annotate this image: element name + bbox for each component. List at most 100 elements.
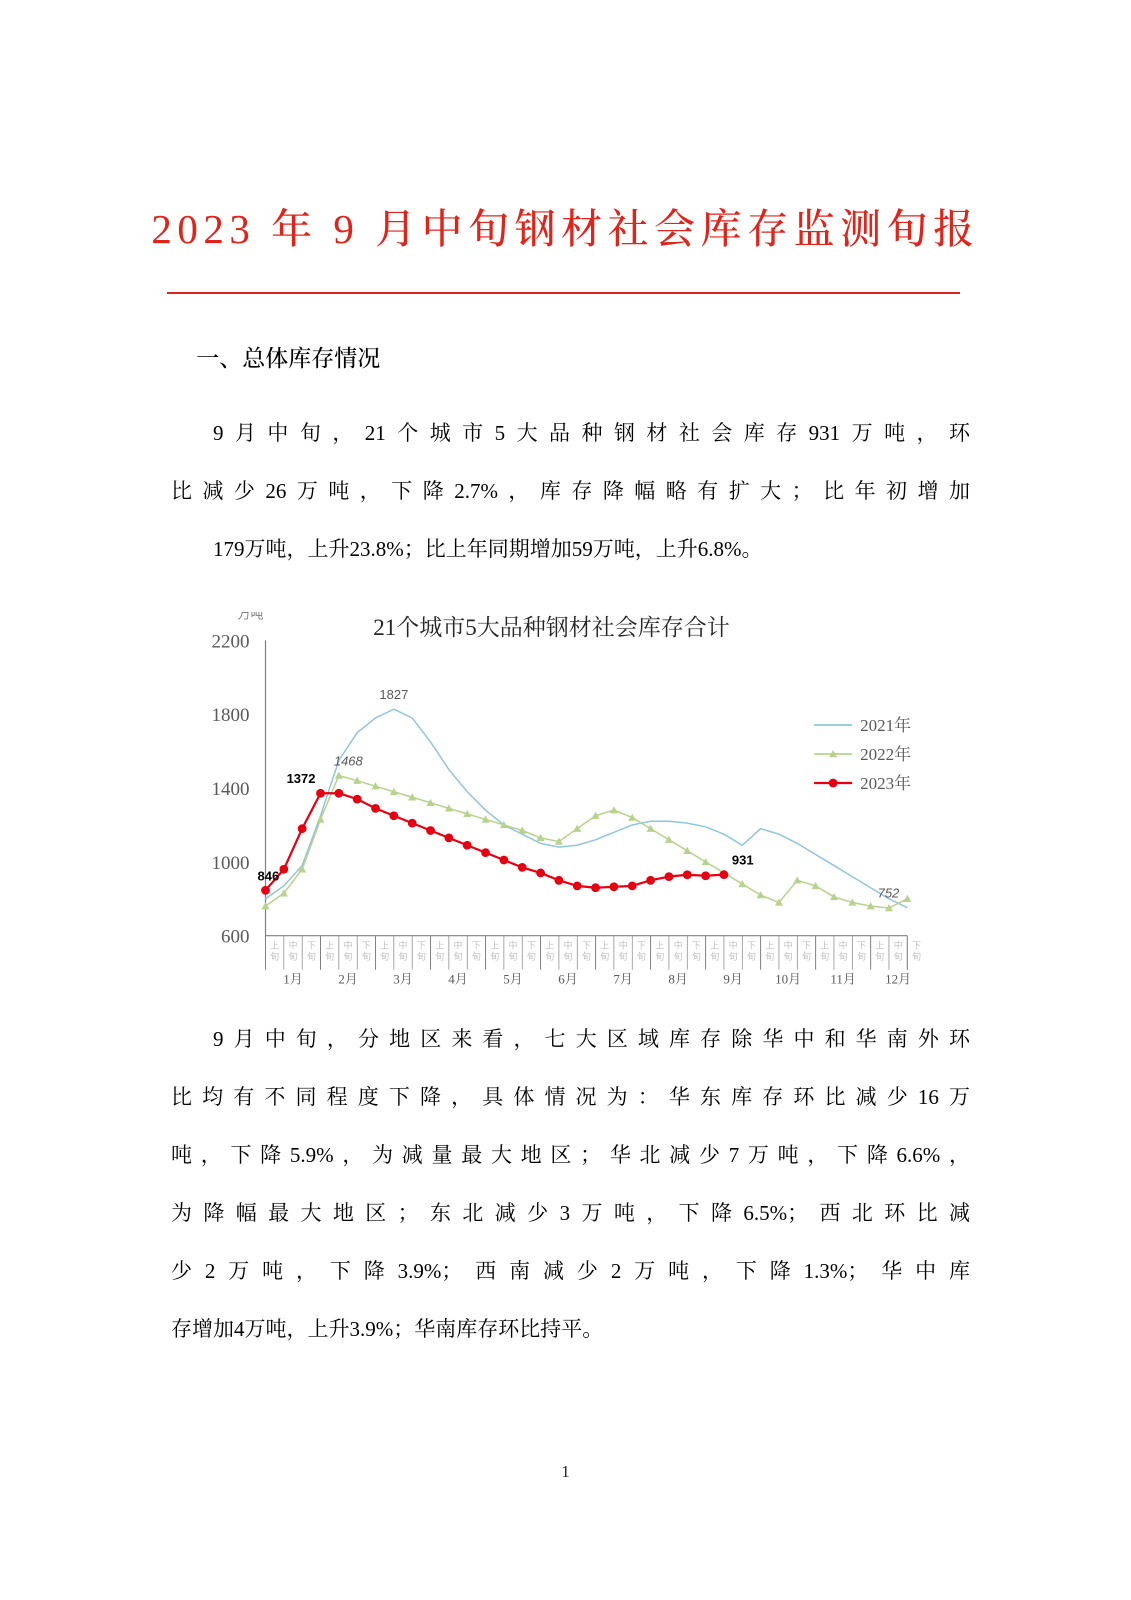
svg-text:中: 中 (564, 940, 573, 951)
svg-text:旬: 旬 (784, 951, 793, 962)
svg-text:旬: 旬 (857, 951, 866, 962)
svg-text:21个城市5大品种钢材社会库存合计: 21个城市5大品种钢材社会库存合计 (373, 615, 730, 640)
svg-text:上: 上 (655, 941, 664, 951)
svg-text:下: 下 (912, 941, 921, 951)
svg-text:旬: 旬 (380, 951, 389, 962)
svg-text:3月: 3月 (393, 972, 413, 987)
svg-text:旬: 旬 (637, 951, 646, 962)
svg-text:旬: 旬 (839, 951, 848, 962)
svg-text:中: 中 (288, 940, 297, 951)
svg-text:中: 中 (344, 940, 353, 951)
svg-text:下: 下 (692, 941, 701, 951)
svg-text:旬: 旬 (362, 951, 371, 962)
svg-text:上: 上 (710, 941, 719, 951)
svg-text:旬: 旬 (710, 951, 719, 962)
svg-text:1372: 1372 (287, 771, 316, 786)
svg-text:旬: 旬 (765, 951, 774, 962)
svg-text:2200: 2200 (212, 631, 250, 652)
svg-text:下: 下 (362, 941, 371, 951)
svg-text:2月: 2月 (338, 972, 358, 987)
svg-text:中: 中 (894, 940, 903, 951)
svg-text:旬: 旬 (619, 951, 628, 962)
svg-text:4月: 4月 (448, 972, 468, 987)
svg-text:上: 上 (270, 941, 279, 951)
svg-text:下: 下 (857, 941, 866, 951)
svg-text:752: 752 (878, 886, 900, 901)
svg-text:下: 下 (307, 941, 316, 951)
svg-text:中: 中 (454, 940, 463, 951)
svg-text:中: 中 (839, 940, 848, 951)
svg-text:旬: 旬 (564, 951, 573, 962)
svg-text:下: 下 (472, 941, 481, 951)
svg-text:1800: 1800 (212, 705, 250, 726)
svg-text:旬: 旬 (747, 951, 756, 962)
svg-text:旬: 旬 (509, 951, 518, 962)
svg-text:中: 中 (784, 940, 793, 951)
svg-text:上: 上 (600, 941, 609, 951)
svg-text:9月: 9月 (723, 972, 743, 987)
svg-text:下: 下 (747, 941, 756, 951)
svg-text:旬: 旬 (270, 951, 279, 962)
svg-text:上: 上 (820, 941, 829, 951)
svg-text:旬: 旬 (417, 951, 426, 962)
svg-text:旬: 旬 (582, 951, 591, 962)
svg-text:旬: 旬 (325, 951, 334, 962)
svg-text:旬: 旬 (894, 951, 903, 962)
svg-text:上: 上 (765, 941, 774, 951)
svg-text:旬: 旬 (527, 951, 536, 962)
svg-text:旬: 旬 (655, 951, 664, 962)
svg-text:上: 上 (875, 941, 884, 951)
svg-text:下: 下 (582, 941, 591, 951)
svg-text:上: 上 (490, 941, 499, 951)
svg-text:7月: 7月 (613, 972, 633, 987)
svg-text:旬: 旬 (435, 951, 444, 962)
svg-text:旬: 旬 (875, 951, 884, 962)
svg-text:6月: 6月 (558, 972, 578, 987)
svg-text:旬: 旬 (472, 951, 481, 962)
svg-text:12月: 12月 (885, 972, 911, 987)
svg-text:8月: 8月 (668, 972, 688, 987)
svg-text:旬: 旬 (490, 951, 499, 962)
svg-text:中: 中 (399, 940, 408, 951)
svg-text:1000: 1000 (212, 853, 250, 874)
svg-text:上: 上 (545, 941, 554, 951)
svg-text:846: 846 (258, 868, 280, 883)
svg-text:旬: 旬 (912, 951, 921, 962)
svg-text:下: 下 (527, 941, 536, 951)
svg-text:下: 下 (637, 941, 646, 951)
svg-text:5月: 5月 (503, 972, 523, 987)
svg-text:旬: 旬 (802, 951, 811, 962)
svg-text:11月: 11月 (830, 972, 856, 987)
svg-text:2021年: 2021年 (860, 715, 911, 735)
svg-text:旬: 旬 (729, 951, 738, 962)
svg-text:旬: 旬 (454, 951, 463, 962)
svg-text:600: 600 (221, 927, 250, 948)
svg-text:旬: 旬 (600, 951, 609, 962)
svg-text:中: 中 (509, 940, 518, 951)
svg-text:1400: 1400 (212, 779, 250, 800)
svg-text:2022年: 2022年 (860, 744, 911, 764)
svg-text:上: 上 (435, 941, 444, 951)
svg-text:旬: 旬 (820, 951, 829, 962)
svg-text:万吨: 万吨 (238, 612, 264, 621)
svg-text:旬: 旬 (288, 951, 297, 962)
svg-text:旬: 旬 (399, 951, 408, 962)
svg-text:中: 中 (674, 940, 683, 951)
svg-text:旬: 旬 (692, 951, 701, 962)
svg-text:旬: 旬 (674, 951, 683, 962)
svg-text:下: 下 (802, 941, 811, 951)
svg-text:中: 中 (619, 940, 628, 951)
svg-text:旬: 旬 (545, 951, 554, 962)
svg-text:下: 下 (417, 941, 426, 951)
svg-text:上: 上 (380, 941, 389, 951)
svg-text:1827: 1827 (379, 687, 408, 702)
svg-text:旬: 旬 (307, 951, 316, 962)
svg-text:上: 上 (325, 941, 334, 951)
svg-text:2023年: 2023年 (860, 773, 911, 793)
svg-text:931: 931 (732, 853, 754, 868)
svg-text:1月: 1月 (283, 972, 303, 987)
svg-text:1468: 1468 (334, 753, 364, 768)
svg-text:中: 中 (729, 940, 738, 951)
svg-text:旬: 旬 (344, 951, 353, 962)
svg-text:10月: 10月 (775, 972, 801, 987)
